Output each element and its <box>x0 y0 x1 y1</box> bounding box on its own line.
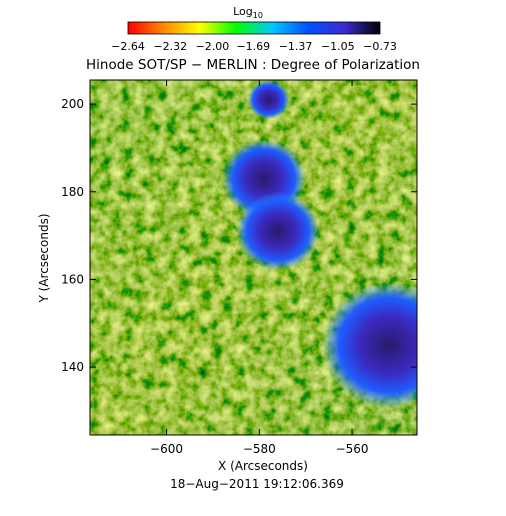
colorbar-tick-label: −2.00 <box>196 40 230 53</box>
y-tick-label: 160 <box>61 272 84 286</box>
x-tick-label: −580 <box>243 442 276 456</box>
timestamp: 18−Aug−2011 19:12:06.369 <box>170 477 344 491</box>
plot-frame <box>89 79 418 436</box>
x-axis: −600 −580 −560 <box>150 80 369 456</box>
colorbar-tick-label: −2.64 <box>111 40 145 53</box>
colorbar <box>127 21 381 35</box>
umbra-regions <box>222 80 417 409</box>
colorbar-ticks: −2.64 −2.32 −2.00 −1.69 −1.37 −1.05 −0.73 <box>111 40 397 53</box>
y-tick-label: 140 <box>61 360 84 374</box>
x-tick-label: −600 <box>150 442 183 456</box>
heatmap-feature-umbra-top <box>247 80 290 120</box>
heatmap-feature-umbra-2 <box>236 191 320 271</box>
colorbar-label: Log10 <box>233 5 263 20</box>
y-tick-label: 200 <box>61 97 84 111</box>
x-axis-label: X (Arcseconds) <box>218 459 308 473</box>
x-tick-label: −560 <box>336 442 369 456</box>
y-axis: 140 160 180 200 <box>61 97 417 374</box>
heatmap <box>90 80 417 435</box>
colorbar-tick-label: −1.05 <box>321 40 355 53</box>
colorbar-tick-label: −1.69 <box>236 40 270 53</box>
colorbar-tick-label: −1.37 <box>279 40 313 53</box>
heatmap-feature-umbra-right <box>322 282 417 409</box>
colorbar-tick-label: −2.32 <box>153 40 187 53</box>
colorbar-tick-label: −0.73 <box>363 40 397 53</box>
y-axis-label: Y (Arcseconds) <box>37 213 51 303</box>
chart-title: Hinode SOT/SP − MERLIN : Degree of Polar… <box>86 57 420 73</box>
y-tick-label: 180 <box>61 185 84 199</box>
